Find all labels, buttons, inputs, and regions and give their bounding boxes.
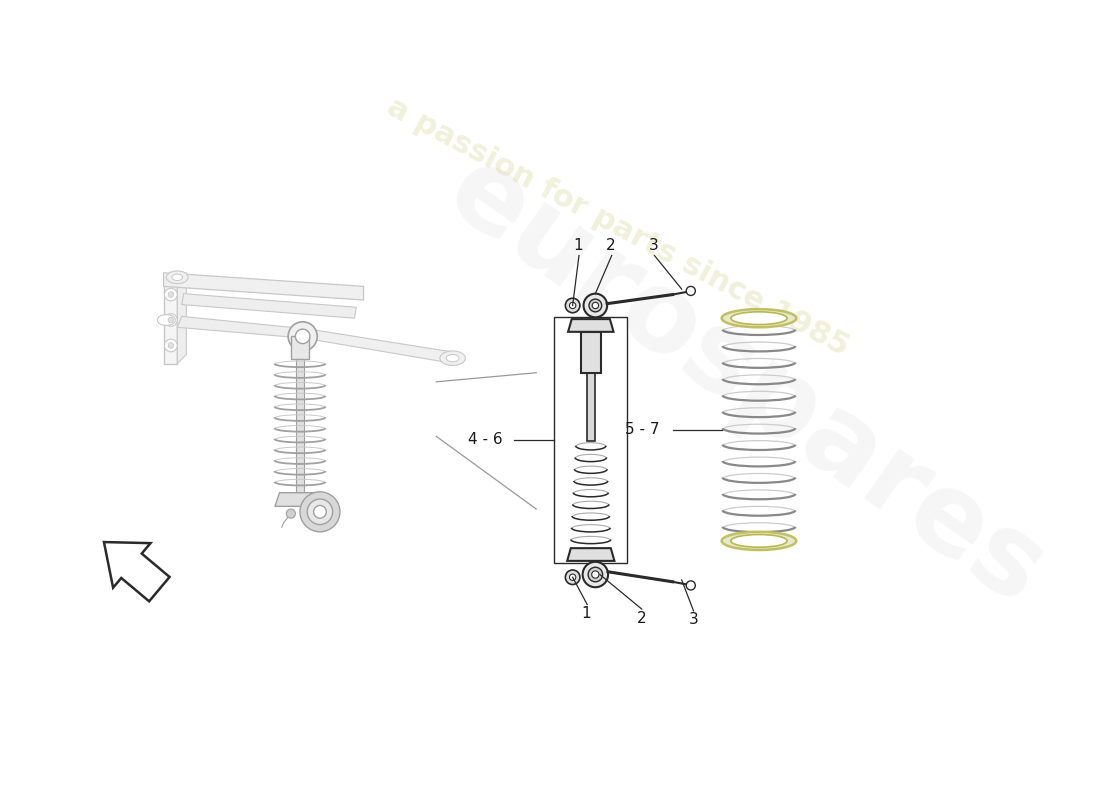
Text: 1: 1 [573, 238, 583, 253]
Circle shape [165, 314, 177, 326]
Circle shape [583, 294, 607, 318]
Text: 2: 2 [606, 238, 616, 253]
Polygon shape [581, 332, 601, 373]
Circle shape [168, 292, 174, 298]
Polygon shape [305, 329, 458, 364]
Ellipse shape [722, 309, 796, 327]
Ellipse shape [730, 312, 788, 325]
Circle shape [307, 499, 332, 525]
Polygon shape [164, 282, 177, 364]
Text: 3: 3 [649, 238, 659, 253]
Text: 4 - 6: 4 - 6 [468, 433, 503, 447]
Ellipse shape [166, 271, 188, 284]
Circle shape [583, 562, 608, 587]
Polygon shape [568, 319, 614, 332]
Text: 1: 1 [582, 606, 591, 621]
Circle shape [570, 302, 575, 309]
Text: 5 - 7: 5 - 7 [626, 422, 660, 437]
Circle shape [314, 506, 327, 518]
Circle shape [300, 492, 340, 532]
Ellipse shape [157, 314, 175, 326]
Circle shape [686, 286, 695, 295]
Ellipse shape [447, 354, 459, 362]
Circle shape [592, 302, 598, 309]
Text: 2: 2 [637, 610, 647, 626]
Polygon shape [182, 294, 356, 318]
Text: eurospares: eurospares [427, 137, 1064, 627]
Circle shape [165, 288, 177, 301]
Circle shape [296, 329, 310, 344]
Circle shape [565, 570, 580, 585]
Ellipse shape [440, 351, 465, 366]
Ellipse shape [722, 532, 796, 550]
Polygon shape [103, 542, 169, 602]
Polygon shape [177, 273, 186, 364]
Polygon shape [296, 359, 304, 495]
Polygon shape [568, 548, 615, 561]
Circle shape [565, 298, 580, 313]
Polygon shape [164, 273, 364, 300]
Text: a passion for parts since 1985: a passion for parts since 1985 [383, 93, 854, 362]
Ellipse shape [730, 534, 788, 547]
Circle shape [588, 567, 603, 582]
Circle shape [588, 299, 602, 312]
Text: 3: 3 [689, 613, 698, 627]
Circle shape [168, 342, 174, 348]
Polygon shape [275, 493, 324, 506]
Circle shape [592, 571, 600, 578]
Circle shape [165, 339, 177, 352]
Circle shape [686, 581, 695, 590]
Polygon shape [177, 316, 309, 338]
Circle shape [286, 509, 296, 518]
Circle shape [570, 574, 575, 581]
Polygon shape [290, 336, 309, 359]
Polygon shape [586, 373, 595, 441]
Ellipse shape [172, 274, 183, 281]
Circle shape [288, 322, 317, 351]
Circle shape [168, 318, 174, 322]
